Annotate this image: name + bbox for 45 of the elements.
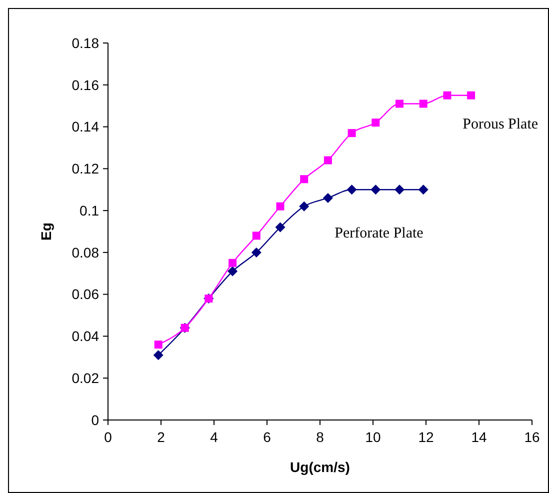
x-tick-label: 10 xyxy=(365,429,381,445)
x-tick-label: 14 xyxy=(471,429,487,445)
point xyxy=(419,100,428,108)
x-tick-label: 16 xyxy=(524,429,540,445)
point xyxy=(322,192,333,203)
series-label: Perforate Plate xyxy=(334,226,424,242)
y-tick-label: 0.08 xyxy=(72,244,100,260)
point xyxy=(300,175,308,184)
point xyxy=(370,184,381,195)
point xyxy=(251,247,262,258)
point xyxy=(443,91,452,100)
point xyxy=(228,266,238,276)
point xyxy=(346,184,357,195)
point xyxy=(299,201,310,212)
point xyxy=(348,129,356,138)
point xyxy=(252,232,260,240)
y-tick-label: 0.1 xyxy=(80,202,100,218)
point xyxy=(228,258,237,267)
x-tick-label: 2 xyxy=(157,429,166,445)
point xyxy=(418,184,428,195)
x-tick-label: 4 xyxy=(210,429,218,445)
x-axis-title: Ug(cm/s) xyxy=(290,459,350,475)
point xyxy=(276,202,284,210)
point xyxy=(153,350,164,360)
y-tick-label: 0.14 xyxy=(72,118,100,135)
y-tick-label: 0.06 xyxy=(72,286,100,302)
x-tick-label: 6 xyxy=(263,429,272,445)
y-tick-label: 0 xyxy=(91,412,100,428)
series-label: Porous Plate xyxy=(462,116,538,132)
y-axis-title: Eg xyxy=(38,222,54,240)
y-tick-label: 0.16 xyxy=(72,76,100,93)
point xyxy=(467,91,476,100)
point xyxy=(372,118,380,127)
point xyxy=(394,184,404,195)
y-tick-label: 0.18 xyxy=(72,34,100,51)
y-tick-label: 0.04 xyxy=(72,328,100,344)
point xyxy=(324,156,332,164)
point xyxy=(396,100,404,108)
point xyxy=(275,222,286,232)
x-tick-label: 8 xyxy=(316,429,324,445)
point xyxy=(154,340,162,349)
y-tick-label: 0.12 xyxy=(72,160,100,177)
y-tick-label: 0.02 xyxy=(72,370,100,386)
x-tick-label: 0 xyxy=(104,429,112,445)
x-tick-label: 12 xyxy=(418,429,434,445)
